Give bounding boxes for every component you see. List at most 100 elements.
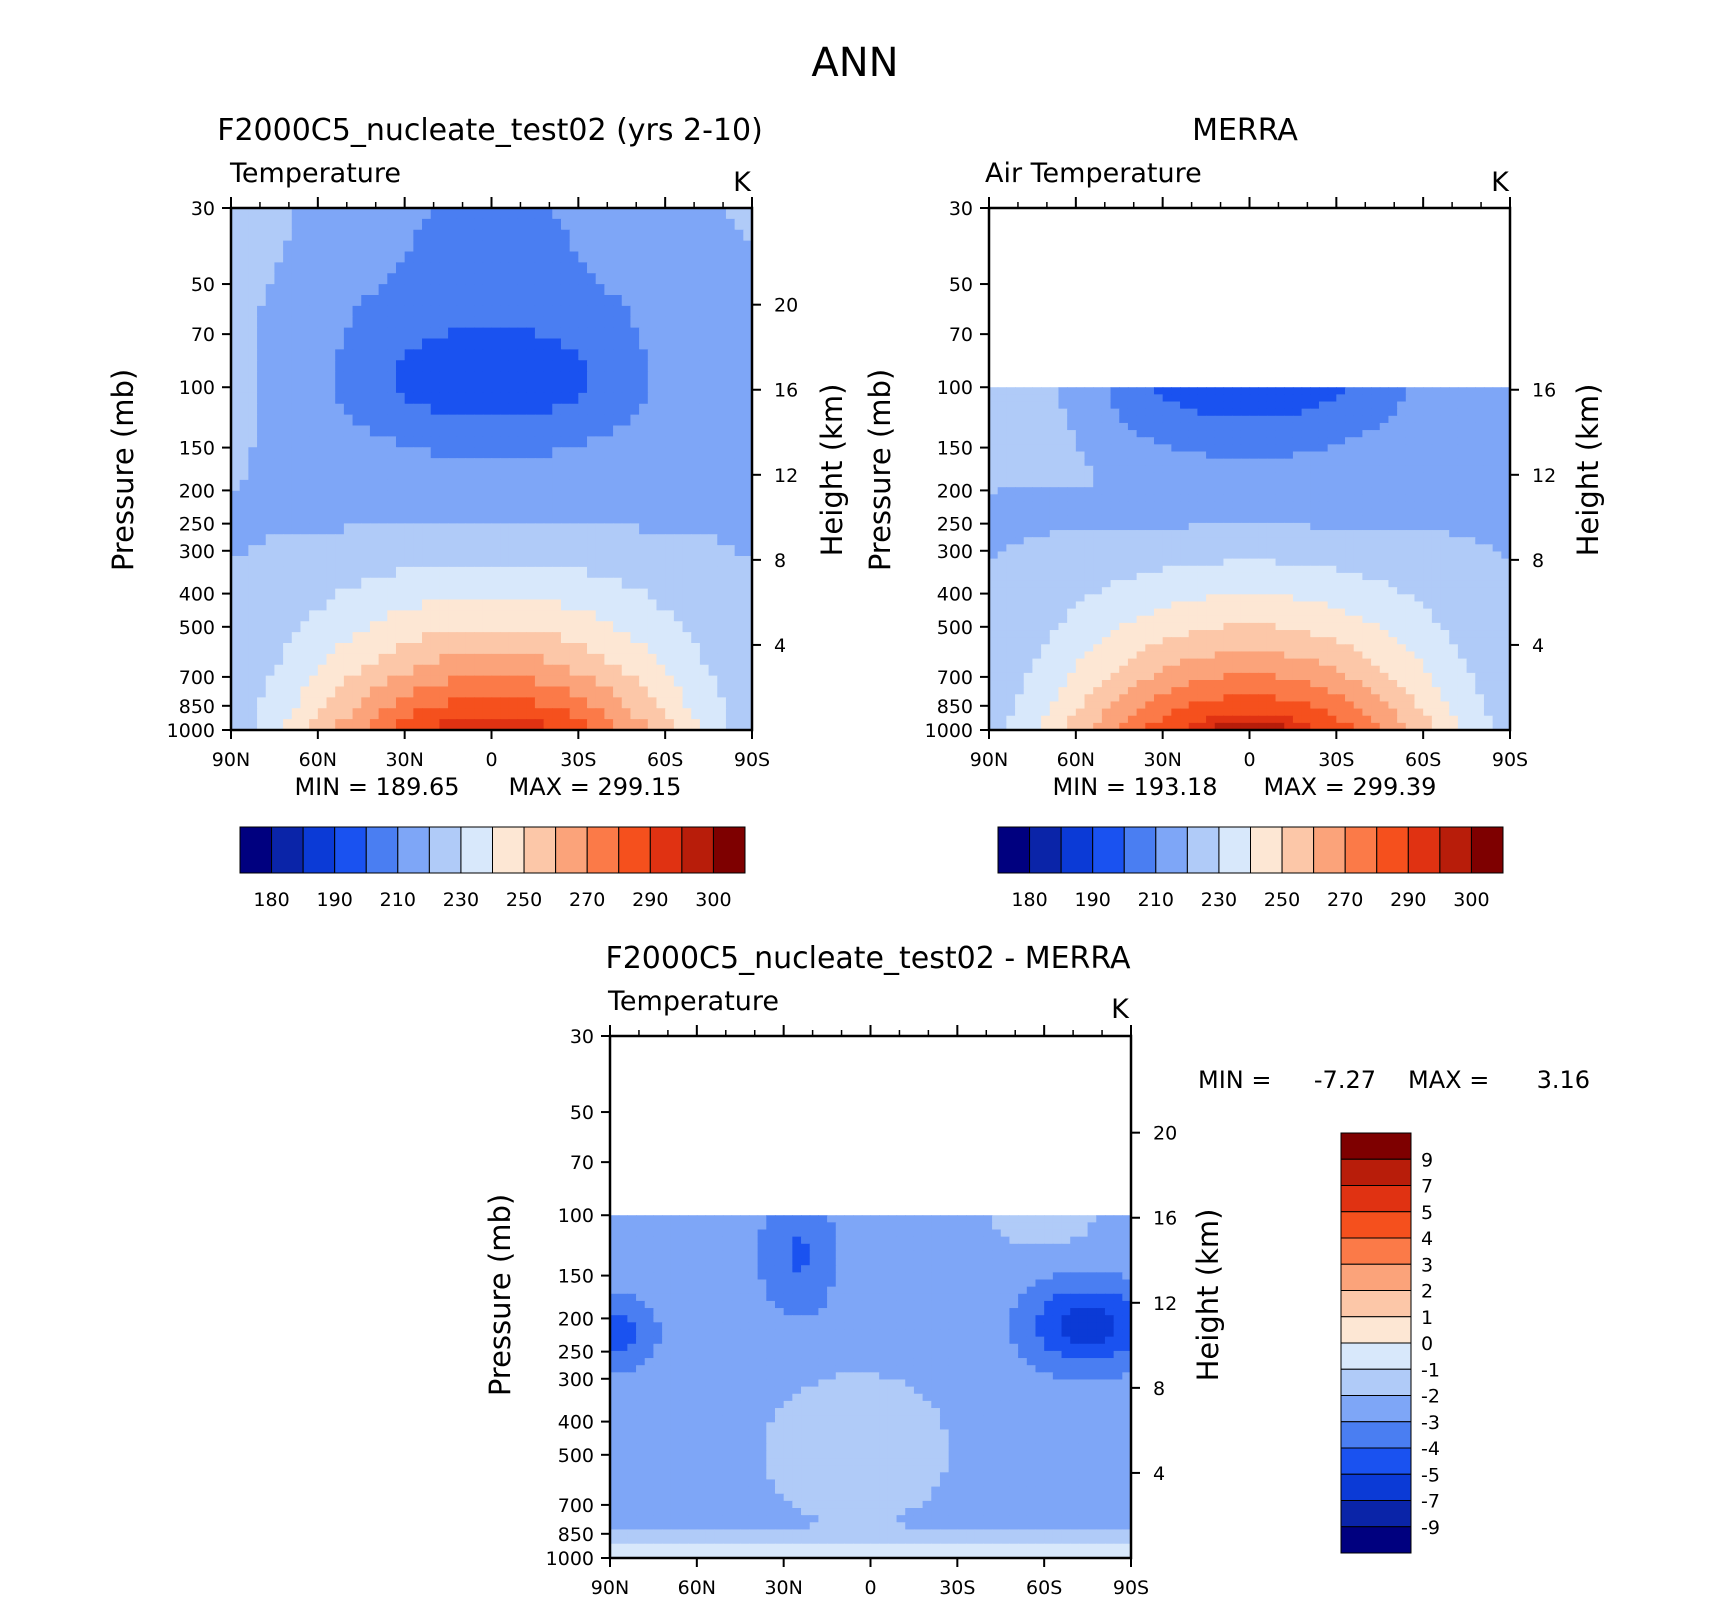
contour-cell	[691, 664, 701, 677]
contour-cell	[621, 653, 632, 666]
contour-cell	[734, 588, 744, 601]
contour-cell	[361, 240, 371, 253]
contour-cell	[1084, 580, 1094, 588]
contour-cell	[526, 577, 536, 590]
contour-cell	[1457, 508, 1468, 517]
contour-cell	[1093, 501, 1103, 510]
contour-cell	[1362, 508, 1372, 517]
contour-cell	[1310, 601, 1320, 610]
contour-cell	[239, 447, 249, 459]
contour-cell	[1049, 387, 1060, 395]
contour-cell	[1327, 537, 1337, 545]
contour-cell	[1145, 622, 1155, 631]
contour-cell	[283, 447, 293, 459]
contour-cell	[743, 327, 753, 340]
contour-cell	[1075, 580, 1086, 588]
contour-cell	[335, 523, 345, 535]
contour-cell	[1353, 522, 1363, 531]
y-tick-label: 50	[191, 274, 215, 296]
contour-cell	[1371, 408, 1381, 417]
contour-cell	[595, 425, 605, 437]
contour-cell	[387, 403, 397, 416]
contour-cell	[491, 719, 501, 731]
contour-cell	[257, 349, 267, 361]
contour-cell	[1232, 558, 1242, 567]
contour-cell	[1032, 458, 1042, 467]
contour-cell	[1084, 444, 1094, 453]
contour-cell	[239, 664, 249, 677]
contour-cell	[725, 523, 736, 535]
contour-cell	[1240, 422, 1251, 431]
contour-cell	[743, 284, 753, 296]
contour-cell	[404, 425, 414, 437]
contour-cell	[717, 566, 727, 579]
contour-cell	[1449, 480, 1459, 488]
contour-cell	[1232, 494, 1242, 503]
contour-cell	[1327, 587, 1337, 595]
contour-cell	[1345, 472, 1355, 481]
contour-cell	[569, 566, 579, 579]
contour-cell	[578, 229, 588, 242]
contour-cell	[1310, 615, 1320, 624]
contour-cell	[717, 664, 727, 677]
contour-cell	[257, 251, 267, 263]
contour-cell	[378, 425, 388, 437]
contour-cell	[1153, 551, 1164, 560]
contour-cell	[673, 295, 684, 307]
contour-cell	[604, 545, 614, 557]
y-tick-label: 1000	[167, 720, 215, 742]
contour-cell	[708, 382, 718, 394]
contour-cell	[343, 262, 354, 274]
contour-cell	[317, 708, 328, 720]
contour-cell	[1032, 615, 1042, 624]
contour-cell	[699, 218, 710, 231]
contour-cell	[1240, 530, 1251, 538]
contour-cell	[1032, 544, 1042, 553]
contour-cell	[248, 490, 258, 503]
contour-cell	[439, 305, 449, 318]
contour-cell	[526, 621, 536, 633]
contour-cell	[309, 719, 319, 731]
contour-cell	[456, 458, 467, 470]
contour-cell	[326, 273, 336, 285]
contour-cell	[552, 621, 562, 633]
contour-cell	[1084, 537, 1094, 545]
contour-cell	[1353, 594, 1363, 603]
contour-cell	[1032, 472, 1042, 481]
contour-cell	[239, 577, 249, 590]
contour-cell	[517, 479, 527, 492]
contour-cell	[1266, 472, 1277, 481]
contour-cell	[422, 327, 432, 340]
contour-cell	[491, 643, 501, 655]
contour-cell	[639, 425, 649, 437]
contour-cell	[1232, 530, 1242, 538]
contour-cell	[369, 218, 380, 231]
contour-cell	[604, 653, 614, 666]
contour-cell	[656, 349, 666, 361]
contour-cell	[343, 621, 354, 633]
contour-cell	[578, 534, 588, 546]
contour-cell	[1145, 558, 1155, 567]
contour-cell	[1197, 501, 1207, 510]
contour-cell	[1405, 601, 1416, 610]
contour-cell	[413, 697, 423, 709]
contour-cell	[708, 610, 718, 622]
contour-cell	[1275, 587, 1285, 595]
colorbar-label: 270	[569, 889, 605, 911]
contour-cell	[448, 240, 458, 253]
contour-cell	[352, 512, 362, 524]
contour-cell	[656, 229, 666, 242]
contour-cell	[1145, 422, 1155, 431]
contour-cell	[526, 251, 536, 263]
contour-cell	[725, 490, 736, 503]
contour-cell	[1336, 494, 1346, 503]
contour-cell	[734, 360, 744, 372]
contour-cell	[569, 382, 579, 394]
contour-cell	[997, 465, 1007, 474]
contour-cell	[326, 316, 336, 329]
contour-cell	[997, 444, 1007, 453]
contour-cell	[604, 338, 614, 350]
contour-cell	[482, 566, 493, 579]
contour-cell	[378, 392, 388, 405]
colorbar-box	[523, 826, 557, 874]
